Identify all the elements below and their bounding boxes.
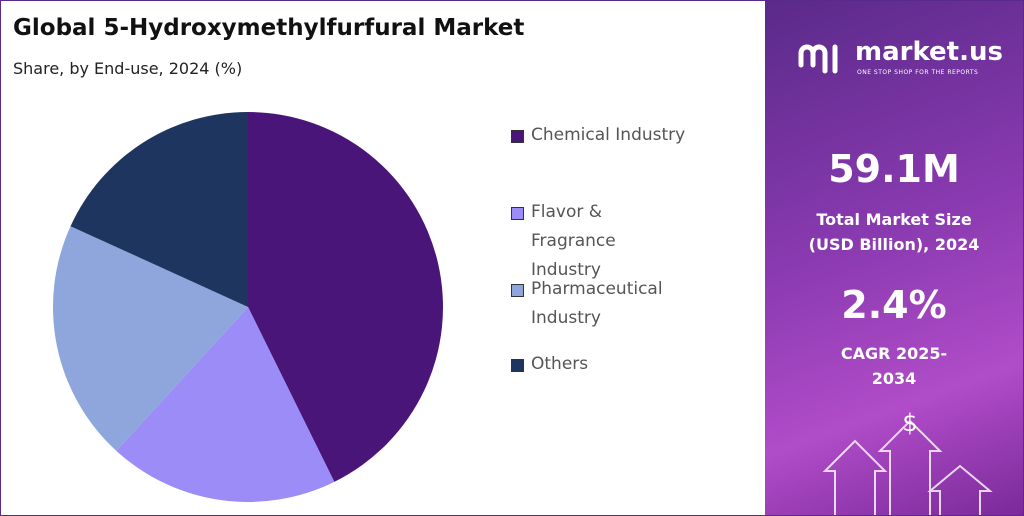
pie-slice <box>52 226 248 451</box>
legend-swatch <box>511 359 524 372</box>
pie-slice <box>248 112 444 482</box>
legend-item: Pharmaceutical Industry <box>511 275 691 333</box>
legend-swatch <box>511 130 524 143</box>
legend-swatch <box>511 207 524 220</box>
chart-subtitle: Share, by End-use, 2024 (%) <box>13 59 243 78</box>
legend-item: Others <box>511 350 691 379</box>
dollar-icon: $ <box>902 409 917 437</box>
pie-chart <box>52 112 444 503</box>
side-panel: $ market.us ONE STOP SHOP FOR THE REPORT… <box>765 1 1023 515</box>
decoration: $ <box>798 44 993 515</box>
legend-item: Chemical Industry <box>511 121 691 150</box>
market-size: 59.1M <box>828 147 960 191</box>
legend-label: Chemical Industry <box>531 125 686 145</box>
cagr-label: CAGR 2025-2034 <box>840 344 948 388</box>
legend-label: Flavor & Fragrance Industry <box>531 202 616 280</box>
brand: market.us <box>855 37 1003 67</box>
legend-swatch <box>511 284 524 297</box>
cagr: 2.4% <box>841 283 947 327</box>
legend-item: Flavor & Fragrance Industry <box>511 198 691 285</box>
pie-slice <box>116 307 335 503</box>
pie-slice <box>70 112 249 307</box>
chart-title: Global 5-Hydroxymethylfurfural Market <box>13 15 525 41</box>
legend-label: Others <box>531 354 589 374</box>
tagline: ONE STOP SHOP FOR THE REPORTS <box>857 69 979 76</box>
legend-label: Pharmaceutical Industry <box>531 279 663 328</box>
market-size-label: Total Market Size (USD Billion), 2024 <box>808 210 980 254</box>
